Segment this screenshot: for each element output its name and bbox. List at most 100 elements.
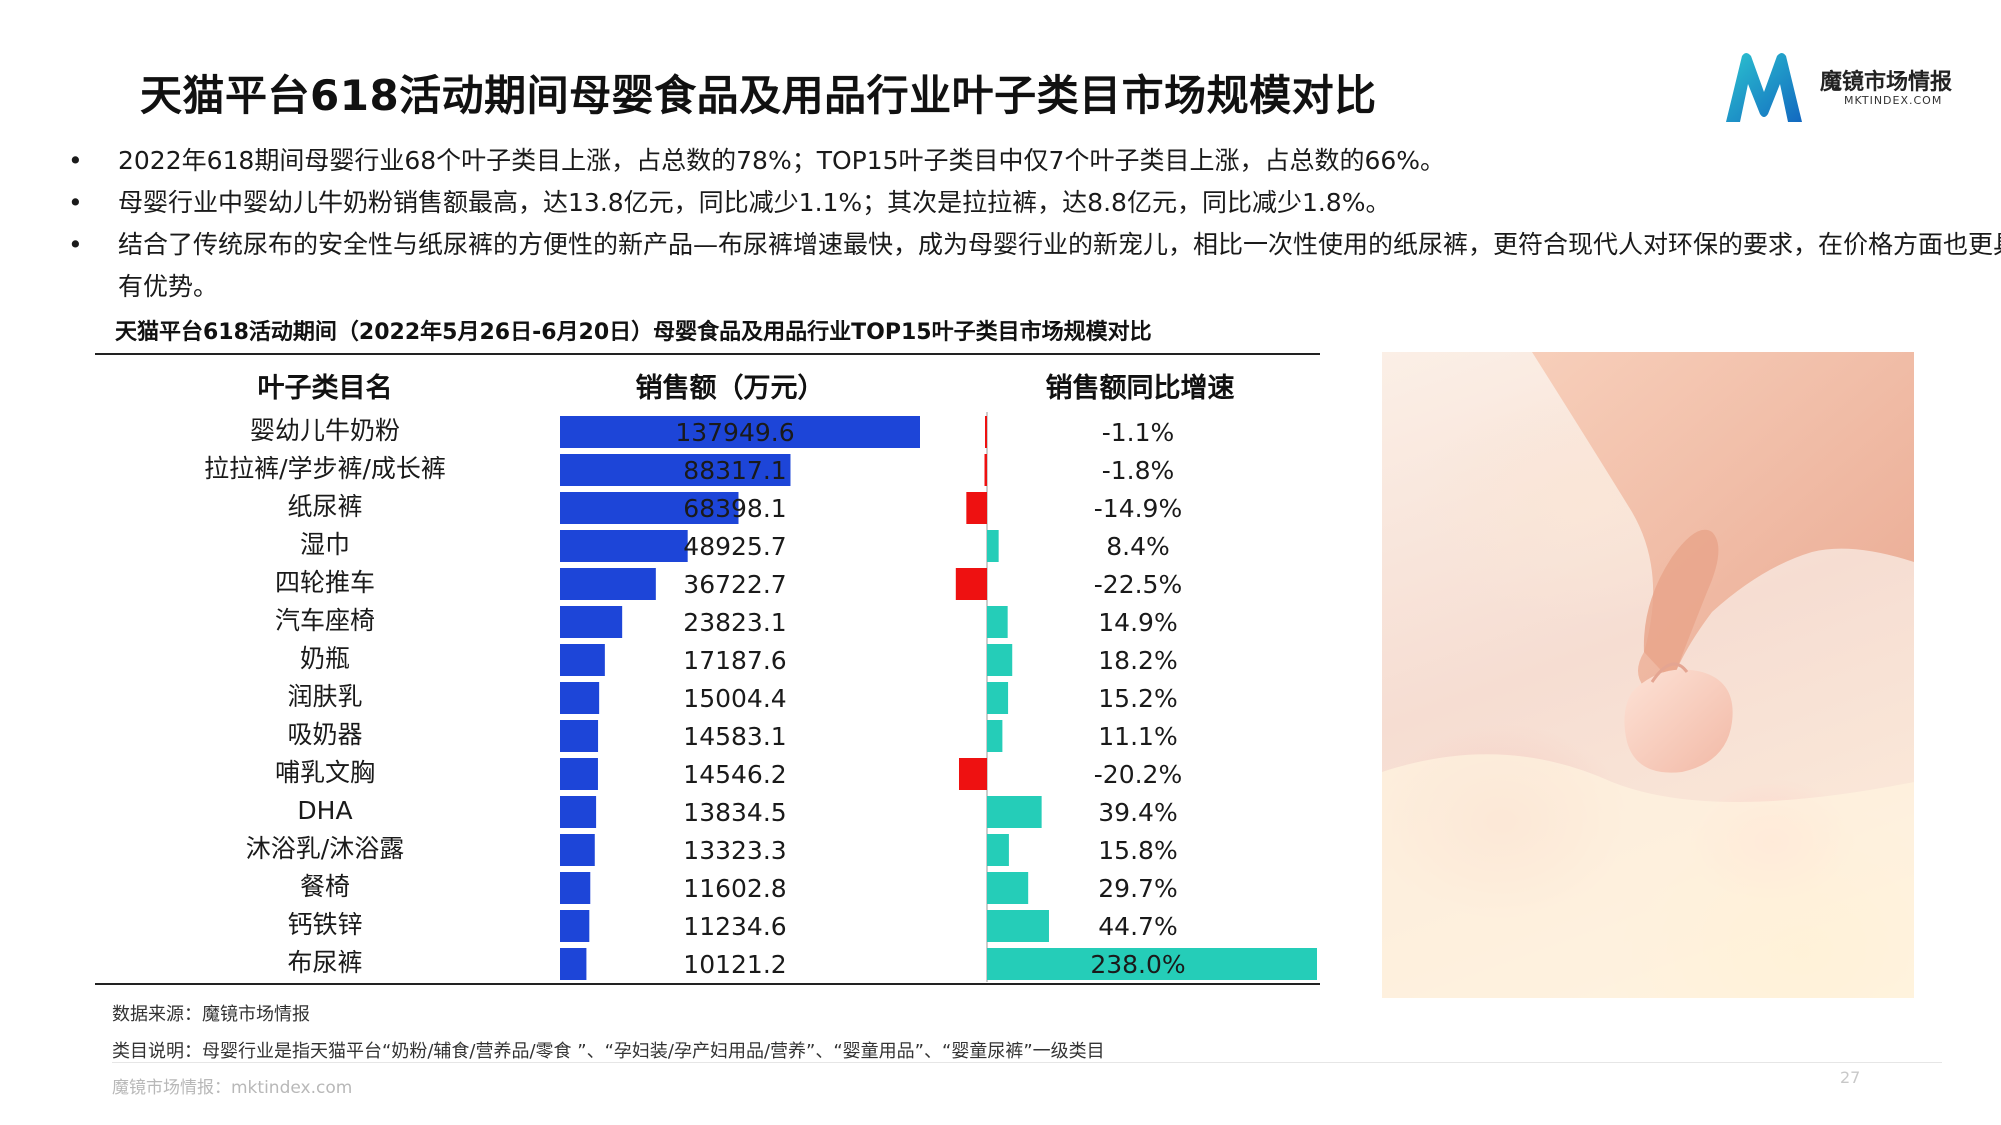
category-name: 哺乳文胸 bbox=[274, 758, 375, 787]
bullet-dot: • bbox=[68, 146, 83, 175]
category-name: 汽车座椅 bbox=[274, 606, 375, 635]
growth-value-label: -1.1% bbox=[1102, 418, 1175, 447]
sales-value-label: 23823.1 bbox=[683, 608, 786, 637]
growth-value-label: -14.9% bbox=[1094, 494, 1182, 523]
growth-value-label: -22.5% bbox=[1094, 570, 1182, 599]
growth-bar bbox=[984, 454, 987, 486]
table-bottom-rule bbox=[95, 983, 1320, 985]
growth-bar bbox=[955, 568, 987, 600]
growth-value-label: -1.8% bbox=[1102, 456, 1175, 485]
growth-value-label: 15.8% bbox=[1098, 836, 1177, 865]
growth-bar bbox=[987, 834, 1009, 866]
category-name: DHA bbox=[297, 796, 353, 825]
growth-bar bbox=[987, 872, 1029, 904]
sales-bar bbox=[560, 834, 595, 866]
category-name: 沐浴乳/沐浴露 bbox=[245, 834, 405, 863]
chart-title: 天猫平台618活动期间（2022年5月26日-6月20日）母婴食品及用品行业TO… bbox=[115, 320, 1152, 345]
growth-value-label: -20.2% bbox=[1094, 760, 1182, 789]
sales-value-label: 36722.7 bbox=[683, 570, 786, 599]
bullet-text: 母婴行业中婴幼儿牛奶粉销售额最高，达13.8亿元，同比减少1.1%；其次是拉拉裤… bbox=[118, 188, 1391, 217]
table-top-rule bbox=[95, 353, 1320, 355]
sales-bar bbox=[560, 720, 599, 752]
sales-bar bbox=[560, 682, 600, 714]
bullet-3: • 结合了传统尿布的安全性与纸尿裤的方便性的新产品—布尿裤增速最快，成为母婴行业的… bbox=[68, 224, 2001, 308]
sales-bar bbox=[560, 872, 591, 904]
sales-bar bbox=[560, 948, 587, 980]
logo-sub: MKTINDEX.COM bbox=[1844, 94, 1943, 107]
bullet-text: 2022年618期间母婴行业68个叶子类目上涨，占总数的78%；TOP15叶子类… bbox=[118, 146, 1446, 175]
bullet-1: • 2022年618期间母婴行业68个叶子类目上涨，占总数的78%；TOP15叶子… bbox=[68, 140, 1968, 182]
growth-value-label: 8.4% bbox=[1106, 532, 1170, 561]
column-header-growth: 销售额同比增速 bbox=[1045, 373, 1235, 404]
sales-bar bbox=[560, 454, 791, 486]
category-note: 类目说明：母婴行业是指天猫平台“奶粉/辅食/营养品/零食 ”、“孕妇装/孕产妇用… bbox=[112, 1041, 1105, 1062]
growth-bar bbox=[987, 910, 1049, 942]
footer-divider bbox=[112, 1062, 1942, 1063]
growth-value-label: 11.1% bbox=[1098, 722, 1177, 751]
column-header-sales: 销售额（万元） bbox=[635, 373, 825, 404]
growth-bar bbox=[985, 416, 987, 448]
sales-value-label: 14546.2 bbox=[683, 760, 786, 789]
category-name: 四轮推车 bbox=[274, 568, 375, 597]
sales-value-label: 68398.1 bbox=[683, 494, 786, 523]
growth-bar bbox=[958, 758, 987, 790]
data-source: 数据来源：魔镜市场情报 bbox=[112, 1004, 310, 1025]
category-name: 润肤乳 bbox=[287, 682, 363, 711]
category-name: 湿巾 bbox=[299, 530, 350, 559]
sales-value-label: 13323.3 bbox=[683, 836, 786, 865]
sales-bar bbox=[560, 606, 623, 638]
category-name: 布尿裤 bbox=[287, 948, 363, 977]
column-header-category: 叶子类目名 bbox=[257, 373, 393, 404]
growth-value-label: 18.2% bbox=[1098, 646, 1177, 675]
category-name: 拉拉裤/学步裤/成长裤 bbox=[204, 454, 446, 483]
growth-value-label: 39.4% bbox=[1098, 798, 1177, 827]
brand-logo: 魔镜市场情报 MKTINDEX.COM bbox=[1720, 48, 1970, 128]
category-name: 钙铁锌 bbox=[287, 910, 363, 939]
category-name: 餐椅 bbox=[299, 872, 350, 901]
sales-bar bbox=[560, 492, 739, 524]
growth-bar bbox=[987, 530, 999, 562]
category-name: 婴幼儿牛奶粉 bbox=[249, 416, 400, 445]
category-name: 奶瓶 bbox=[299, 644, 350, 673]
growth-value-label: 29.7% bbox=[1098, 874, 1177, 903]
baby-hand-photo bbox=[1382, 352, 1914, 998]
bullet-dot: • bbox=[68, 188, 83, 217]
bullet-text: 结合了传统尿布的安全性与纸尿裤的方便性的新产品—布尿裤增速最快，成为母婴行业的新… bbox=[118, 230, 2001, 301]
sales-value-label: 137949.6 bbox=[675, 418, 794, 447]
summary-bullets: • 2022年618期间母婴行业68个叶子类目上涨，占总数的78%；TOP15叶子… bbox=[68, 140, 2001, 308]
sales-value-label: 14583.1 bbox=[683, 722, 786, 751]
growth-bar bbox=[987, 606, 1008, 638]
sales-value-label: 88317.1 bbox=[683, 456, 786, 485]
page-title: 天猫平台618活动期间母婴食品及用品行业叶子类目市场规模对比 bbox=[140, 71, 1377, 120]
footer-site: 魔镜市场情报：mktindex.com bbox=[112, 1078, 353, 1098]
sales-bar bbox=[560, 568, 656, 600]
photo-illustration bbox=[1382, 352, 1914, 998]
category-name: 吸奶器 bbox=[287, 720, 363, 749]
sales-bar bbox=[560, 758, 598, 790]
growth-bar bbox=[987, 720, 1003, 752]
growth-value-label: 44.7% bbox=[1098, 912, 1177, 941]
growth-bar bbox=[966, 492, 987, 524]
growth-value-label: 15.2% bbox=[1098, 684, 1177, 713]
page-number: 27 bbox=[1840, 1068, 1861, 1087]
sales-bar bbox=[560, 910, 590, 942]
growth-bar bbox=[987, 682, 1009, 714]
sales-bar bbox=[560, 416, 920, 448]
sales-value-label: 10121.2 bbox=[683, 950, 786, 979]
sales-value-label: 11602.8 bbox=[683, 874, 786, 903]
growth-bar bbox=[987, 644, 1013, 676]
bullet-dot: • bbox=[68, 230, 83, 259]
logo-name: 魔镜市场情报 bbox=[1820, 70, 1953, 95]
logo-m-icon bbox=[1726, 53, 1802, 122]
sales-value-label: 11234.6 bbox=[683, 912, 786, 941]
bullet-2: • 母婴行业中婴幼儿牛奶粉销售额最高，达13.8亿元，同比减少1.1%；其次是拉拉… bbox=[68, 182, 1968, 224]
growth-value-label: 238.0% bbox=[1090, 950, 1185, 979]
sales-bar bbox=[560, 530, 688, 562]
sales-value-label: 17187.6 bbox=[683, 646, 786, 675]
growth-bar bbox=[987, 796, 1042, 828]
category-name-list: 婴幼儿牛奶粉 拉拉裤/学步裤/成长裤 纸尿裤 湿巾 四轮推车 汽车座椅 奶瓶 润… bbox=[150, 412, 500, 982]
category-name: 纸尿裤 bbox=[287, 492, 363, 521]
sales-value-label: 15004.4 bbox=[683, 684, 786, 713]
sales-value-label: 13834.5 bbox=[683, 798, 786, 827]
